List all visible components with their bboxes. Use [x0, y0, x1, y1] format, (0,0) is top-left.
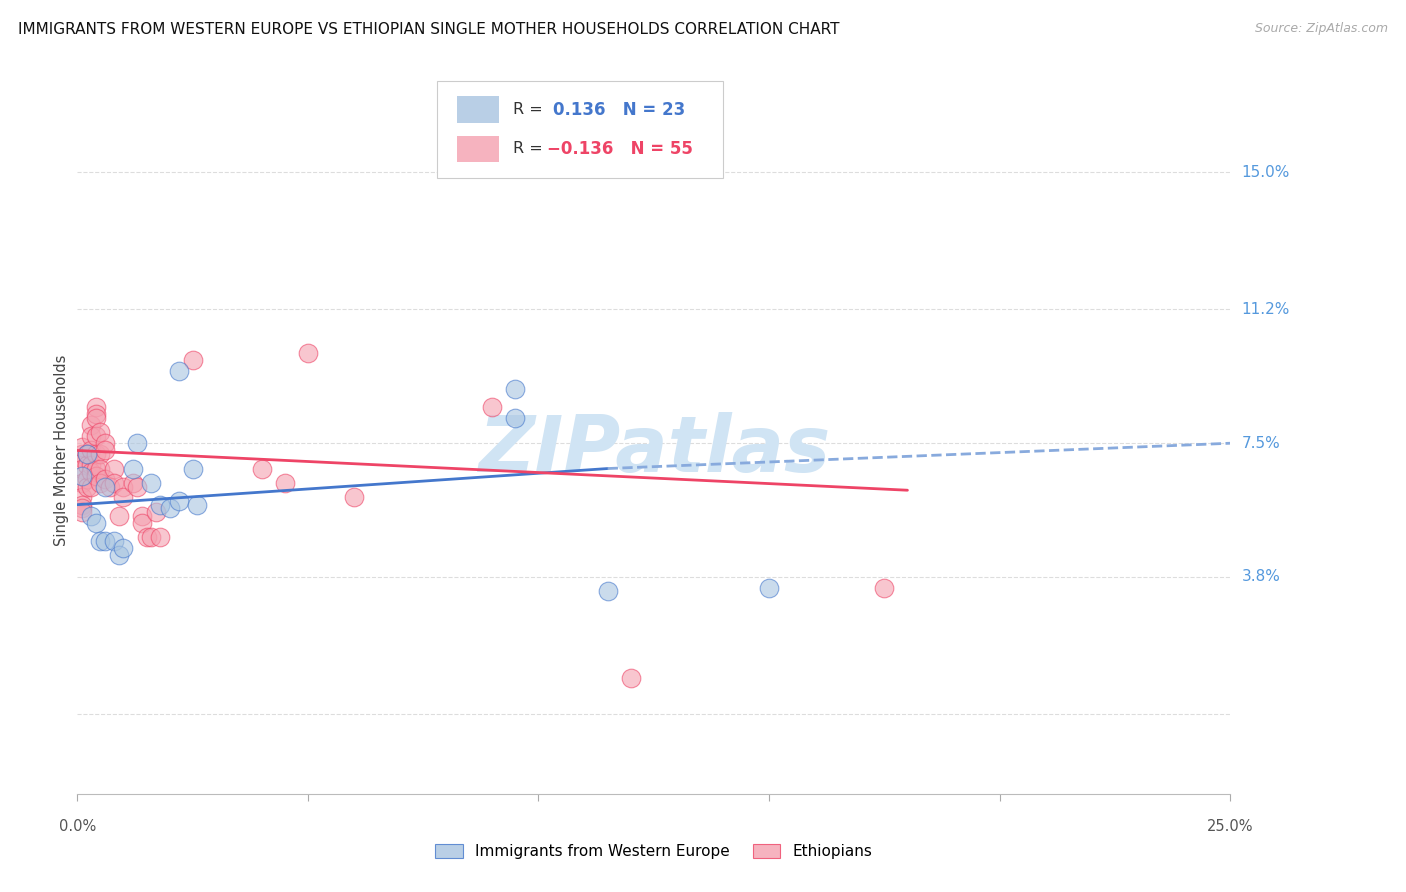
Point: [89, 475, 111, 490]
Point: [131, 508, 153, 523]
Text: 25.0%: 25.0%: [1206, 819, 1254, 834]
Point: [139, 475, 162, 490]
Point: [505, 411, 527, 425]
Point: [343, 491, 366, 505]
Point: [135, 530, 157, 544]
Point: [80, 508, 103, 523]
Point: [84, 468, 107, 483]
Point: [80, 465, 103, 479]
Point: [181, 353, 204, 368]
Point: [70, 440, 93, 454]
Text: 11.2%: 11.2%: [1241, 302, 1289, 317]
Point: [70, 498, 93, 512]
Point: [70, 491, 93, 505]
Point: [505, 382, 527, 396]
Point: [70, 461, 93, 475]
Text: Source: ZipAtlas.com: Source: ZipAtlas.com: [1254, 22, 1388, 36]
Point: [80, 443, 103, 458]
Point: [108, 549, 131, 563]
Point: [149, 530, 172, 544]
Point: [596, 584, 619, 599]
Point: [89, 425, 111, 440]
Text: ZIPatlas: ZIPatlas: [478, 412, 830, 489]
Point: [103, 461, 125, 475]
Point: [167, 364, 190, 378]
Point: [94, 443, 117, 458]
Point: [297, 346, 319, 360]
Point: [76, 447, 98, 461]
Text: 3.8%: 3.8%: [1241, 569, 1281, 584]
Point: [84, 400, 107, 414]
Point: [145, 505, 167, 519]
Point: [181, 461, 204, 475]
Text: R =: R =: [513, 142, 548, 156]
Point: [70, 447, 93, 461]
Point: [139, 530, 162, 544]
Point: [127, 436, 149, 450]
Point: [89, 461, 111, 475]
Point: [76, 480, 98, 494]
Point: [84, 411, 107, 425]
Point: [70, 505, 93, 519]
Point: [94, 533, 117, 548]
Point: [98, 480, 121, 494]
Point: [84, 461, 107, 475]
Point: [84, 447, 107, 461]
Point: [70, 468, 93, 483]
Point: [76, 472, 98, 486]
Point: [84, 516, 107, 530]
Point: [84, 407, 107, 421]
Point: [481, 400, 503, 414]
Point: [127, 480, 149, 494]
Point: [112, 480, 135, 494]
Point: [159, 501, 181, 516]
Point: [131, 516, 153, 530]
Point: [70, 501, 93, 516]
Point: [70, 475, 93, 490]
Text: 0.136   N = 23: 0.136 N = 23: [553, 101, 685, 119]
Point: [112, 541, 135, 555]
Point: [103, 475, 125, 490]
Point: [167, 494, 190, 508]
Text: 15.0%: 15.0%: [1241, 165, 1289, 179]
Point: [149, 498, 172, 512]
Point: [80, 480, 103, 494]
Y-axis label: Single Mother Households: Single Mother Households: [53, 355, 69, 546]
Point: [94, 436, 117, 450]
Point: [94, 472, 117, 486]
Text: 0.0%: 0.0%: [59, 819, 96, 834]
Point: [76, 458, 98, 472]
Point: [80, 458, 103, 472]
Text: IMMIGRANTS FROM WESTERN EUROPE VS ETHIOPIAN SINGLE MOTHER HOUSEHOLDS CORRELATION: IMMIGRANTS FROM WESTERN EUROPE VS ETHIOP…: [18, 22, 839, 37]
Point: [250, 461, 273, 475]
Point: [70, 450, 93, 465]
Point: [89, 533, 111, 548]
Legend: Immigrants from Western Europe, Ethiopians: Immigrants from Western Europe, Ethiopia…: [429, 838, 879, 865]
Point: [186, 498, 208, 512]
Point: [758, 581, 780, 595]
Point: [94, 480, 117, 494]
Point: [873, 581, 896, 595]
Point: [108, 508, 131, 523]
Point: [274, 475, 297, 490]
Point: [112, 491, 135, 505]
Point: [80, 418, 103, 433]
Text: 7.5%: 7.5%: [1241, 435, 1281, 450]
Point: [620, 671, 643, 685]
Point: [89, 447, 111, 461]
Point: [84, 429, 107, 443]
Point: [76, 447, 98, 461]
Point: [103, 533, 125, 548]
Point: [80, 429, 103, 443]
Point: [121, 461, 143, 475]
Text: R =: R =: [513, 103, 553, 117]
Point: [121, 475, 143, 490]
Text: −0.136   N = 55: −0.136 N = 55: [547, 140, 693, 158]
